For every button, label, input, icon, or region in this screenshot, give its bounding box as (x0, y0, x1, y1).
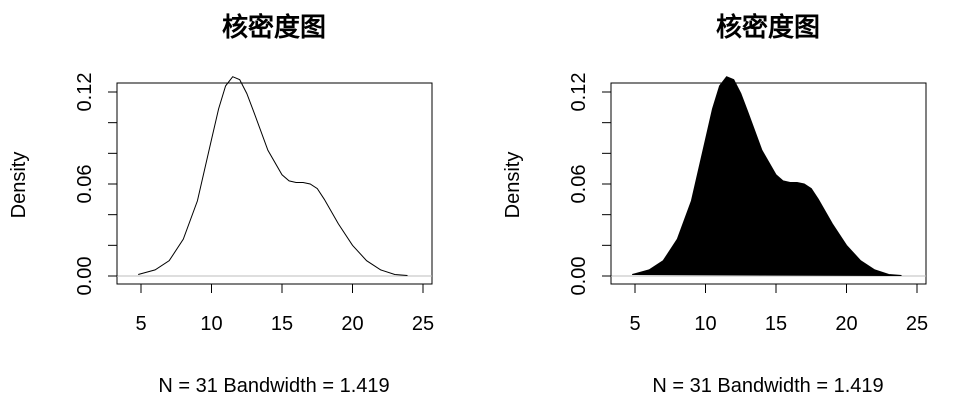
y-axis-label: Density (502, 152, 524, 219)
density-area (632, 76, 902, 276)
chart-title: 核密度图 (222, 12, 326, 43)
x-axis: 5 10 15 20 25 (135, 283, 434, 335)
y-tick-label: 0.12 (568, 73, 590, 112)
x-tick-label: 10 (200, 313, 222, 335)
density-panel-right: 核密度图 Density N = 31 Bandwidth = 1.419 5 1… (502, 12, 928, 397)
y-axis-label: Density (8, 152, 30, 219)
x-tick-label: 25 (906, 313, 928, 335)
y-tick-label: 0.00 (568, 257, 590, 296)
x-axis-label: N = 31 Bandwidth = 1.419 (158, 375, 389, 397)
x-tick-label: 25 (412, 313, 434, 335)
y-tick-label: 0.12 (74, 73, 96, 112)
y-axis: 0.00 0.06 0.12 (74, 73, 118, 296)
density-panel-left: 核密度图 Density N = 31 Bandwidth = 1.419 5 1… (8, 12, 434, 397)
x-tick-label: 10 (694, 313, 716, 335)
x-tick-label: 20 (341, 313, 363, 335)
x-tick-label: 15 (271, 313, 293, 335)
plot-frame (116, 82, 433, 285)
x-tick-label: 5 (135, 313, 146, 335)
x-axis: 5 10 15 20 25 (629, 283, 928, 335)
y-tick-label: 0.06 (568, 165, 590, 204)
y-tick-label: 0.00 (74, 257, 96, 296)
x-tick-label: 5 (629, 313, 640, 335)
x-tick-label: 20 (835, 313, 857, 335)
x-tick-label: 15 (765, 313, 787, 335)
density-curve (138, 76, 408, 276)
chart-title: 核密度图 (716, 12, 820, 43)
y-axis: 0.00 0.06 0.12 (568, 73, 612, 296)
x-axis-label: N = 31 Bandwidth = 1.419 (652, 375, 883, 397)
y-tick-label: 0.06 (74, 165, 96, 204)
